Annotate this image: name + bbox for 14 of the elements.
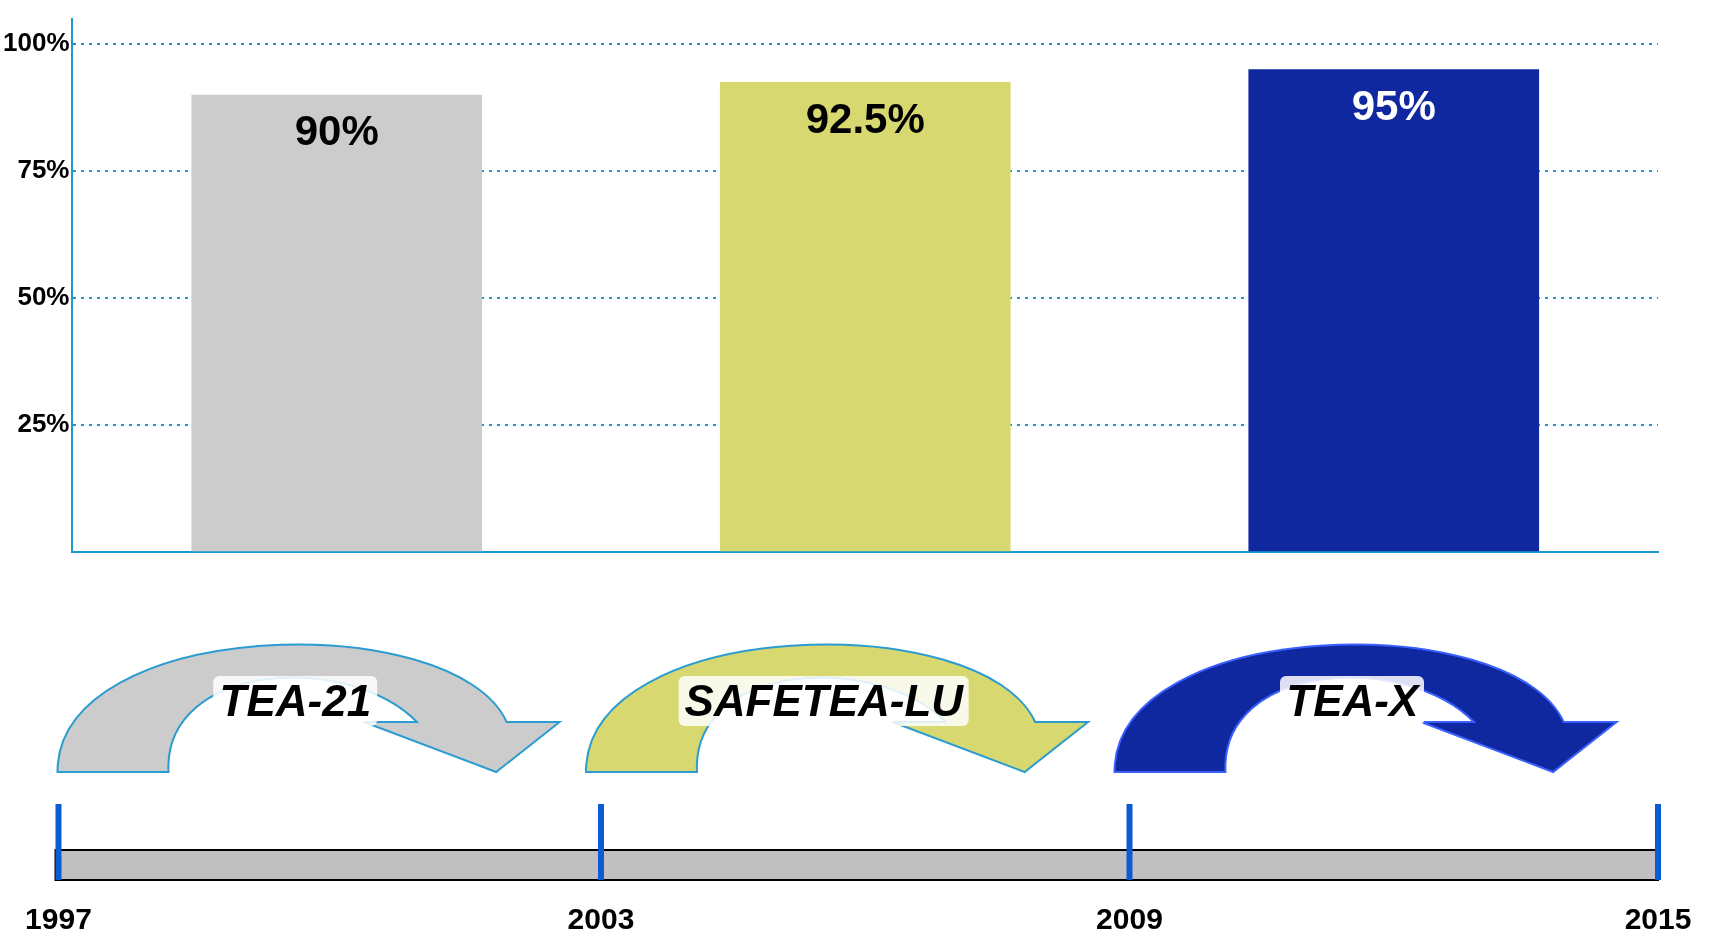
text: TEA-X xyxy=(1280,676,1425,726)
y-tick-label: 50% xyxy=(17,280,70,311)
text: TEA-21 xyxy=(213,676,378,726)
data-label: 90% xyxy=(294,107,379,155)
text: 2003 xyxy=(567,902,635,936)
y-tick-label: 75% xyxy=(17,154,70,185)
y-tick-label: 100% xyxy=(3,27,70,58)
data-label: 92.5% xyxy=(805,94,925,142)
text: SAFETEA-LU xyxy=(678,676,970,726)
data-label: 95% xyxy=(1351,81,1436,129)
text: 1997 xyxy=(25,902,92,936)
text: 2009 xyxy=(1096,902,1163,936)
y-tick-label: 25% xyxy=(17,407,70,438)
text: 2015 xyxy=(1624,902,1692,936)
